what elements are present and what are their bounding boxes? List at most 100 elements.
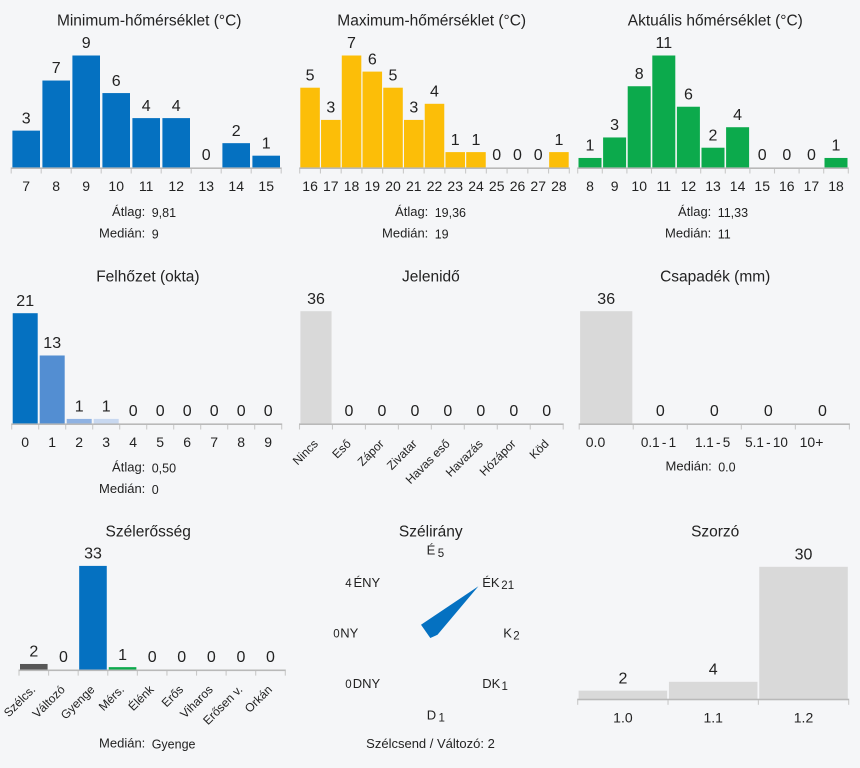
svg-text:4: 4 [172, 98, 181, 115]
svg-text:19,36: 19,36 [435, 206, 466, 220]
svg-text:0: 0 [542, 403, 551, 420]
svg-text:24: 24 [468, 178, 484, 194]
svg-text:12: 12 [168, 178, 184, 194]
svg-text:1.1 - 5: 1.1 - 5 [695, 435, 730, 450]
svg-text:22: 22 [427, 178, 443, 194]
svg-text:3: 3 [22, 110, 31, 127]
svg-text:Medián:: Medián: [99, 735, 145, 750]
svg-text:13: 13 [43, 335, 61, 352]
svg-text:0: 0 [333, 629, 339, 641]
svg-text:0: 0 [183, 403, 192, 420]
svg-text:Aktuális hőmérséklet (°C): Aktuális hőmérséklet (°C) [628, 12, 803, 29]
svg-text:15: 15 [754, 178, 770, 194]
svg-text:2: 2 [618, 670, 627, 687]
svg-text:1: 1 [502, 681, 508, 693]
svg-text:17: 17 [804, 178, 820, 194]
svg-text:7: 7 [210, 434, 218, 450]
svg-text:10+: 10+ [800, 434, 824, 450]
svg-text:16: 16 [302, 178, 318, 194]
svg-text:33: 33 [84, 546, 102, 563]
svg-text:8: 8 [586, 178, 594, 194]
svg-text:0.0: 0.0 [586, 434, 606, 450]
svg-text:8: 8 [237, 434, 245, 450]
svg-text:36: 36 [597, 291, 615, 308]
svg-text:D: D [427, 707, 436, 722]
svg-text:Medián:: Medián: [99, 481, 145, 496]
svg-text:21: 21 [406, 178, 422, 194]
svg-text:1: 1 [554, 132, 563, 149]
svg-text:9: 9 [152, 227, 159, 241]
svg-text:1.0: 1.0 [613, 710, 633, 726]
svg-text:DK: DK [482, 676, 500, 691]
svg-text:14: 14 [730, 178, 746, 194]
svg-text:0: 0 [148, 649, 157, 666]
svg-text:3: 3 [326, 100, 335, 117]
svg-text:Medián:: Medián: [382, 225, 428, 240]
svg-text:14: 14 [228, 178, 244, 194]
svg-text:0: 0 [513, 147, 522, 164]
svg-text:15: 15 [258, 178, 274, 194]
svg-text:16: 16 [779, 178, 795, 194]
svg-text:0: 0 [476, 403, 485, 420]
svg-text:0: 0 [710, 403, 719, 420]
svg-text:0: 0 [410, 403, 419, 420]
svg-text:0: 0 [264, 403, 273, 420]
svg-text:Átlag:: Átlag: [395, 204, 428, 219]
svg-text:2: 2 [232, 123, 241, 140]
svg-text:Felhőzet (okta): Felhőzet (okta) [96, 268, 199, 285]
svg-text:11: 11 [657, 178, 672, 194]
svg-text:10: 10 [631, 178, 647, 194]
svg-text:0: 0 [266, 649, 275, 666]
svg-text:Medián:: Medián: [99, 225, 145, 240]
svg-text:NY: NY [340, 625, 358, 640]
svg-text:4: 4 [129, 434, 137, 450]
svg-text:Medián:: Medián: [666, 459, 712, 474]
svg-text:Szélcsend / Változó: 2: Szélcsend / Változó: 2 [366, 736, 495, 751]
svg-text:0.0: 0.0 [718, 461, 735, 475]
svg-text:0: 0 [818, 403, 827, 420]
svg-text:1: 1 [48, 434, 56, 450]
svg-text:0,50: 0,50 [152, 462, 176, 476]
svg-text:11: 11 [718, 227, 731, 241]
svg-text:0: 0 [129, 403, 138, 420]
svg-text:11,33: 11,33 [718, 206, 748, 220]
svg-text:4: 4 [430, 84, 439, 101]
svg-text:1: 1 [102, 399, 111, 416]
svg-text:Szélirány: Szélirány [399, 524, 463, 541]
svg-text:0: 0 [210, 403, 219, 420]
svg-text:0: 0 [202, 147, 211, 164]
svg-text:5: 5 [389, 67, 398, 84]
svg-text:9: 9 [82, 178, 90, 194]
svg-text:Jelenidő: Jelenidő [402, 268, 460, 285]
svg-text:20: 20 [385, 178, 401, 194]
svg-text:4: 4 [345, 578, 352, 590]
svg-text:6: 6 [684, 86, 693, 103]
svg-text:Átlag:: Átlag: [112, 204, 145, 219]
svg-text:23: 23 [447, 178, 463, 194]
svg-text:3: 3 [409, 100, 418, 117]
svg-text:26: 26 [510, 178, 526, 194]
svg-text:28: 28 [551, 178, 567, 194]
svg-text:Maximum-hőmérséklet (°C): Maximum-hőmérséklet (°C) [337, 12, 526, 29]
svg-text:10: 10 [108, 178, 124, 194]
svg-text:9,81: 9,81 [152, 206, 176, 220]
svg-text:13: 13 [198, 178, 214, 194]
svg-text:18: 18 [344, 178, 360, 194]
svg-text:Átlag:: Átlag: [112, 460, 145, 475]
svg-text:21: 21 [501, 580, 514, 592]
svg-text:8: 8 [52, 178, 60, 194]
svg-text:6: 6 [183, 434, 191, 450]
svg-text:0.1 - 1: 0.1 - 1 [641, 435, 676, 450]
svg-text:Szorzó: Szorzó [691, 524, 739, 541]
svg-text:0: 0 [377, 403, 386, 420]
svg-text:Csapadék (mm): Csapadék (mm) [660, 268, 770, 285]
svg-text:9: 9 [264, 434, 272, 450]
svg-text:0: 0 [807, 147, 816, 164]
svg-text:4: 4 [709, 662, 718, 679]
svg-text:2: 2 [513, 630, 519, 642]
svg-text:25: 25 [489, 178, 505, 194]
svg-text:0: 0 [236, 649, 245, 666]
svg-text:11: 11 [139, 178, 154, 194]
svg-text:1: 1 [586, 138, 595, 155]
svg-text:13: 13 [705, 178, 721, 194]
